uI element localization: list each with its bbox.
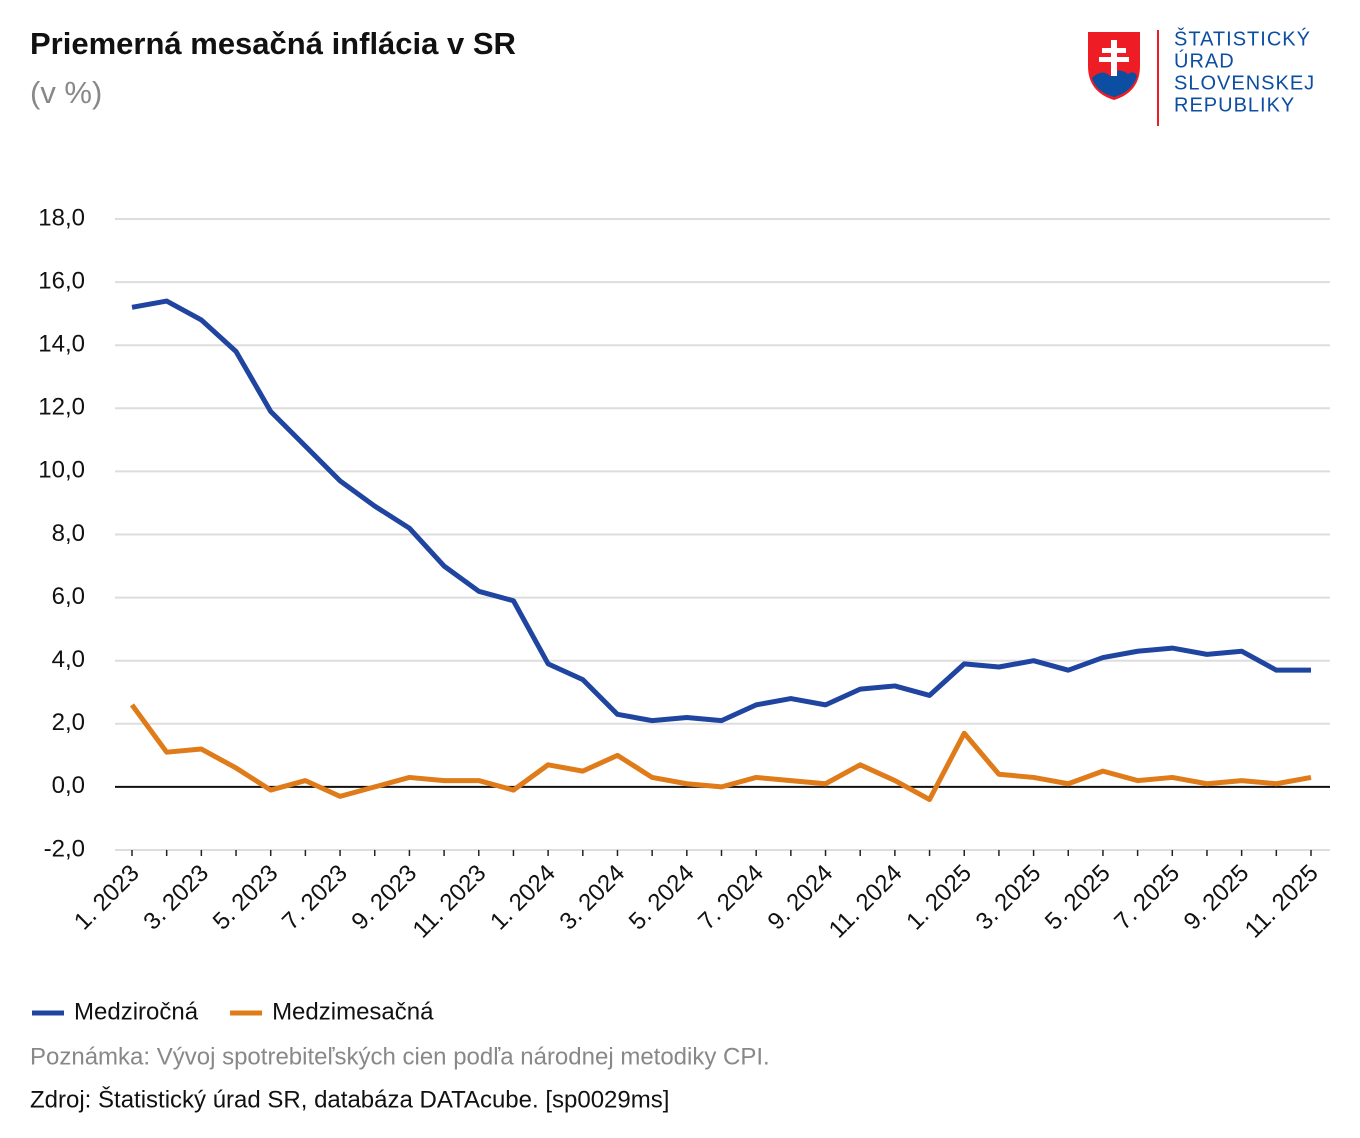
y-tick-label: 2,0 bbox=[52, 709, 85, 736]
y-tick-label: 0,0 bbox=[52, 772, 85, 799]
logo-text: REPUBLIKY bbox=[1174, 94, 1295, 116]
x-tick-label: 5. 2023 bbox=[208, 860, 284, 936]
series-line bbox=[129, 703, 1312, 803]
x-tick-label: 5. 2024 bbox=[624, 860, 700, 936]
x-tick-label: 3. 2025 bbox=[971, 860, 1047, 936]
chart-subtitle: (v %) bbox=[30, 75, 102, 110]
x-tick-label: 7. 2025 bbox=[1109, 860, 1185, 936]
y-tick-label: 12,0 bbox=[38, 394, 85, 421]
chart-title: Priemerná mesačná inflácia v SR bbox=[30, 26, 516, 61]
y-tick-label: 16,0 bbox=[38, 267, 85, 294]
source: Zdroj: Štatistický úrad SR, databáza DAT… bbox=[30, 1085, 669, 1113]
y-tick-label: 6,0 bbox=[52, 583, 85, 610]
x-tick-label: 11. 2025 bbox=[1240, 860, 1324, 944]
cross bbox=[1099, 40, 1129, 76]
legend-label: Medzimesačná bbox=[272, 998, 434, 1025]
logo-text: ŠTATISTICKÝ bbox=[1174, 27, 1311, 50]
series-line bbox=[131, 298, 1311, 724]
x-tick-label: 3. 2023 bbox=[138, 860, 214, 936]
y-tick-label: 4,0 bbox=[52, 646, 85, 673]
x-tick-label: 1. 2023 bbox=[69, 860, 145, 936]
logo-text: ÚRAD bbox=[1174, 49, 1235, 72]
logo-text: SLOVENSKEJ bbox=[1174, 72, 1315, 94]
y-tick-label: 8,0 bbox=[52, 520, 85, 547]
y-tick-label: 14,0 bbox=[38, 331, 85, 358]
x-tick-label: 11. 2024 bbox=[824, 860, 908, 944]
x-tick-label: 7. 2024 bbox=[693, 860, 769, 936]
y-tick-label: 10,0 bbox=[38, 457, 85, 484]
x-tick-label: 11. 2023 bbox=[408, 860, 492, 944]
note: Poznámka: Vývoj spotrebiteľských cien po… bbox=[30, 1043, 770, 1070]
shield-hills bbox=[1092, 70, 1137, 97]
x-tick-label: 5. 2025 bbox=[1040, 860, 1116, 936]
x-tick-label: 1. 2025 bbox=[901, 860, 977, 936]
legend-label: Medziročná bbox=[74, 998, 199, 1025]
x-tick-label: 7. 2023 bbox=[277, 860, 353, 936]
logo bbox=[1088, 30, 1159, 126]
x-tick-label: 3. 2024 bbox=[554, 860, 630, 936]
y-tick-label: 18,0 bbox=[38, 204, 85, 231]
y-tick-label: -2,0 bbox=[44, 835, 85, 862]
x-tick-label: 1. 2024 bbox=[485, 860, 561, 936]
